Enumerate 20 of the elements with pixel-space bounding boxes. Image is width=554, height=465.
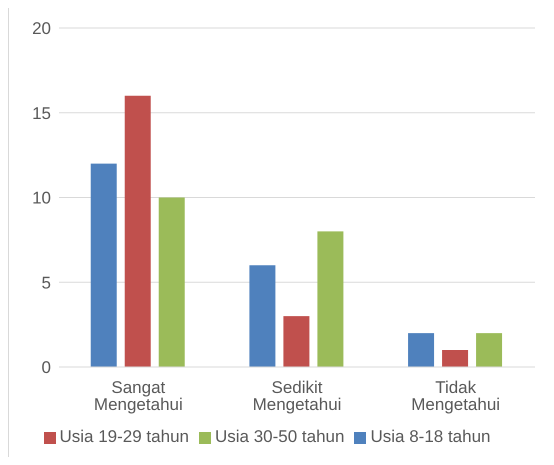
bar [90, 164, 117, 367]
legend-label: Usia 19-29 tahun [60, 427, 189, 446]
y-tick-label: 20 [32, 19, 51, 38]
bar [124, 96, 151, 367]
bar [317, 231, 344, 367]
bar [476, 333, 502, 367]
x-tick-label: Sangat Mengetahui [94, 378, 183, 414]
y-tick-label: 15 [32, 104, 51, 123]
x-tick-label: Tidak Mengetahui [411, 378, 500, 414]
y-tick-label: 10 [32, 188, 51, 208]
legend-label: Usia 8-18 tahun [370, 427, 490, 446]
y-tick-label: 5 [42, 273, 51, 292]
bar [408, 333, 434, 367]
bar [249, 265, 276, 367]
bar [283, 316, 310, 367]
bar [158, 198, 185, 367]
y-tick-label: 0 [42, 358, 51, 378]
bar [442, 350, 468, 367]
x-tick-label: Sedikit Mengetahui [252, 378, 342, 414]
legend-label: Usia 30-50 tahun [214, 427, 344, 446]
